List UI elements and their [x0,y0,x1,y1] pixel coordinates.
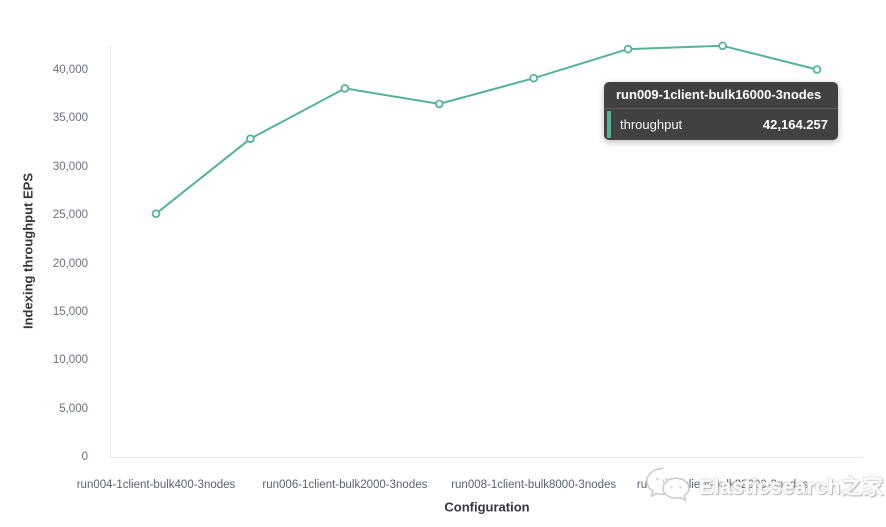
tooltip-series-label: throughput [620,117,683,132]
tooltip-title: run009-1client-bulk16000-3nodes [604,82,838,109]
x-axis-title: Configuration [444,499,530,515]
data-point-marker[interactable] [623,44,633,54]
y-tick-label: 20,000 [52,257,88,270]
y-tick-label: 5,000 [59,402,88,415]
watermark-text: Elasticsearch之家 [699,476,884,499]
data-point-marker[interactable] [246,134,255,144]
data-point-marker[interactable] [812,65,822,74]
y-tick-label: 35,000 [52,112,88,125]
x-tick-label: run008-1client-bulk8000-3nodes [451,479,617,491]
x-tick-label: run004-1client-bulk400-3nodes [76,479,236,491]
data-point-marker[interactable] [529,73,538,83]
data-point-marker[interactable] [718,41,727,51]
y-tick-label: 10,000 [52,354,88,367]
y-tick-label: 15,000 [52,305,88,318]
data-point-marker[interactable] [340,84,350,93]
x-tick-label: run006-1client-bulk2000-3nodes [262,479,428,491]
data-point-marker[interactable] [151,209,161,219]
tooltip-row: throughput 42,164.257 [604,109,838,140]
wechat-chat-bubbles-icon [646,467,690,502]
watermark: Elasticsearch之家 [642,464,884,508]
y-tick-label: 30,000 [52,160,88,173]
y-tick-label: 25,000 [52,209,88,222]
chart-tooltip: run009-1client-bulk16000-3nodes throughp… [604,82,838,140]
y-tick-label: 0 [81,451,88,463]
tooltip-series-value: 42,164.257 [762,117,828,132]
y-tick-label: 40,000 [52,64,88,76]
data-point-marker[interactable] [434,99,444,109]
series-color-accent [607,111,611,138]
throughput-line [155,44,818,215]
